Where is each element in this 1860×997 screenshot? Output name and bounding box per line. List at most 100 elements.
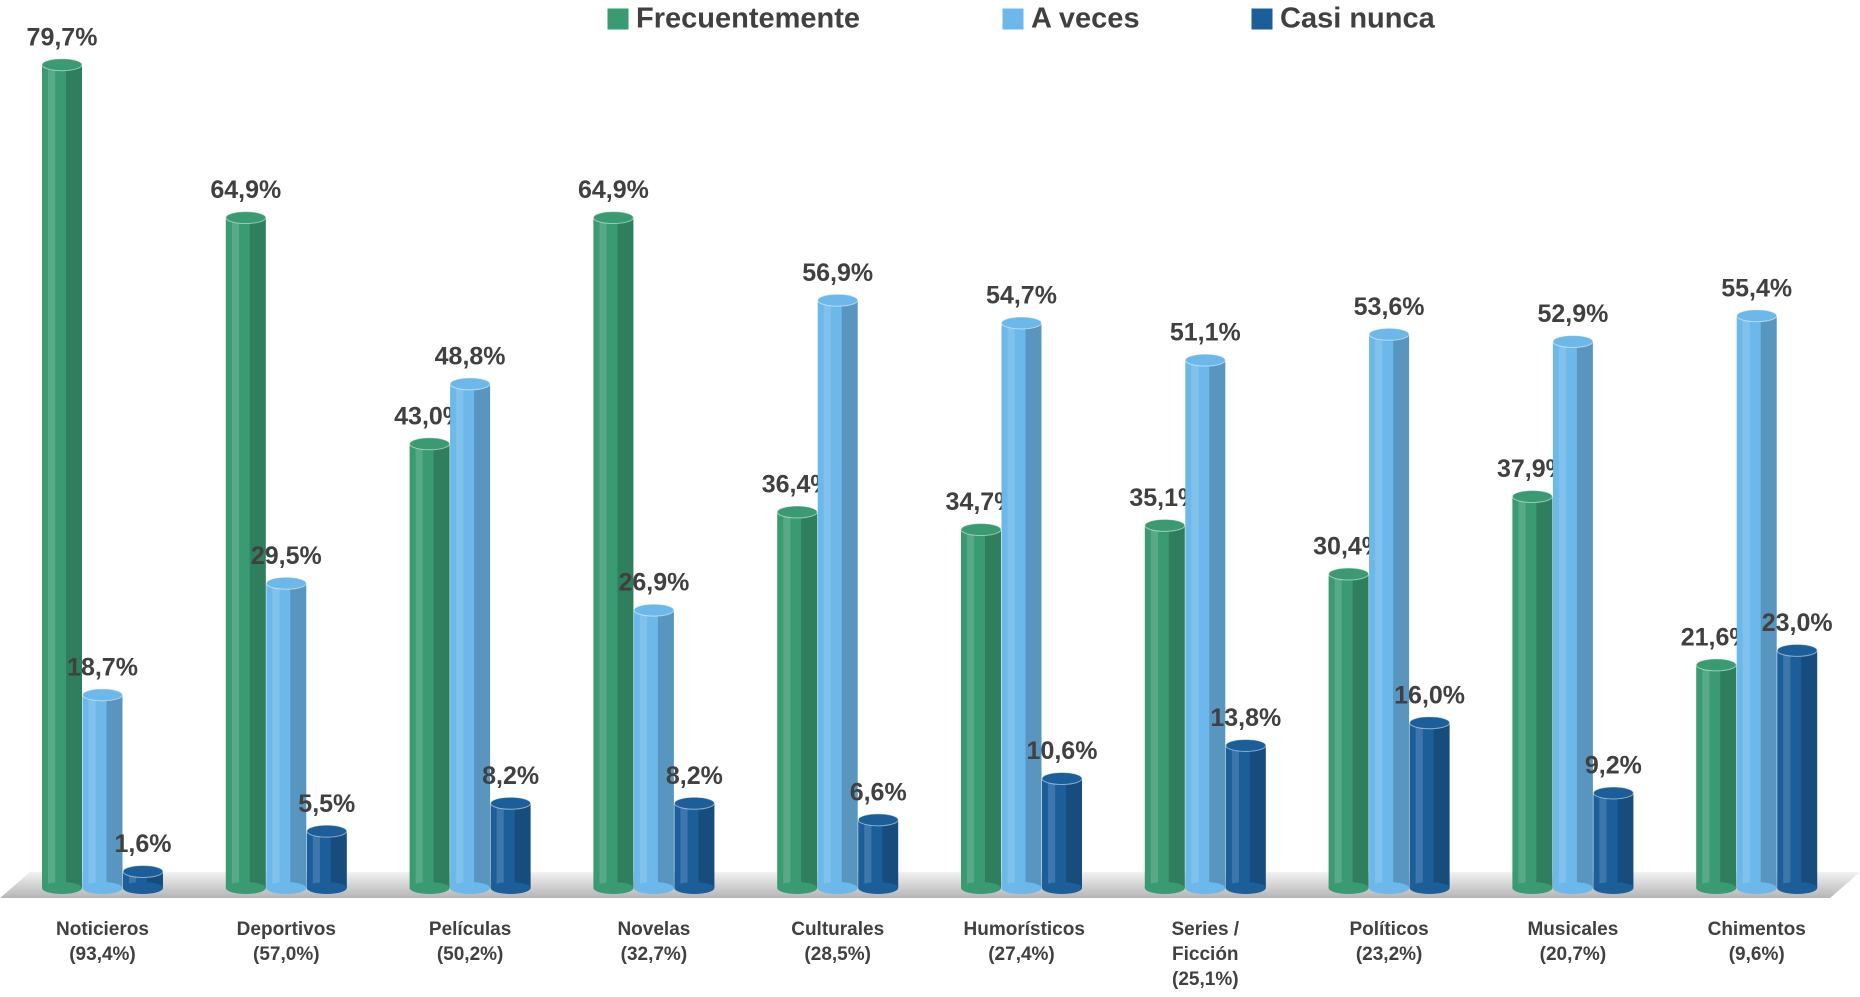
bar-shine [1150, 525, 1158, 888]
bar-bottom [225, 882, 266, 894]
bar-top [1328, 567, 1370, 581]
bar-shade [841, 300, 858, 888]
bar-shine [1231, 745, 1239, 888]
bar-bottom [858, 882, 899, 894]
legend-label: Casi nunca [1280, 3, 1436, 35]
data-label: 53,6% [1354, 293, 1425, 321]
x-tick-label: Chimentos (9,6%) [1707, 919, 1806, 965]
data-label: 26,9% [618, 569, 689, 597]
x-tick-label: Políticos (23,2%) [1349, 919, 1429, 965]
data-label: 10,6% [1027, 737, 1098, 765]
bar-shine [783, 511, 791, 888]
data-label: 13,8% [1210, 704, 1281, 732]
bar-bottom [409, 882, 450, 894]
bar-shine [1007, 322, 1015, 889]
bar [1225, 745, 1266, 888]
data-label: 23,0% [1762, 609, 1833, 637]
bar-shine [231, 217, 239, 888]
bar-top [306, 824, 348, 838]
bar [1409, 722, 1450, 888]
bar-shine [456, 383, 464, 888]
data-label: 8,2% [666, 762, 723, 790]
bar-bottom [82, 882, 123, 894]
x-tick-label: Culturales (28,5%) [791, 919, 885, 965]
bar-shade [617, 217, 634, 888]
bar-shade [882, 819, 899, 888]
bar-top [1695, 658, 1737, 672]
bar-bottom [1512, 882, 1553, 894]
bar-shine [1558, 341, 1567, 889]
bar-shine [1415, 722, 1423, 888]
bar [777, 511, 818, 888]
data-label: 56,9% [802, 259, 873, 287]
bar [42, 64, 82, 889]
x-tick-label: Humorísticos (27,4%) [963, 919, 1085, 965]
bar [1696, 664, 1737, 888]
bar-bottom [1593, 882, 1634, 894]
bar-shine [312, 831, 320, 888]
bar-bottom [42, 882, 82, 894]
bar-top [1736, 309, 1778, 323]
bar-top [449, 377, 491, 391]
bar-top [1041, 772, 1083, 786]
bar-bottom [1144, 882, 1185, 894]
bar [961, 529, 1001, 888]
data-label: 5,5% [298, 790, 355, 818]
bar-shade [801, 511, 818, 888]
bar-shine [1191, 360, 1199, 889]
bar-top [1776, 643, 1818, 657]
bar [82, 694, 123, 888]
bar-shine [88, 694, 96, 888]
bar [266, 583, 307, 888]
bar-top [673, 796, 715, 810]
bar-shade [433, 443, 450, 888]
bar-bottom [490, 882, 531, 894]
bar-top [1144, 518, 1186, 532]
bar-bottom [1777, 882, 1818, 894]
bar-bottom [1736, 882, 1777, 894]
bar-top [776, 505, 818, 519]
bar-shade [1168, 525, 1185, 888]
data-label: 54,7% [986, 282, 1057, 310]
bar-shade [1617, 792, 1634, 888]
bar-shine [1048, 778, 1056, 888]
bar-bottom [1225, 882, 1266, 894]
bar-shade [1393, 334, 1410, 888]
bar-top [1001, 316, 1042, 330]
bar-shine [272, 583, 280, 888]
bar-top [82, 688, 123, 702]
bar [593, 217, 634, 888]
bar-top [122, 864, 164, 878]
bar [1593, 792, 1634, 888]
bar-top [409, 437, 451, 451]
bar-top [1225, 738, 1267, 752]
bar-bottom [817, 882, 858, 894]
bar [1144, 525, 1185, 888]
data-label: 29,5% [251, 542, 322, 570]
data-label: 16,0% [1394, 681, 1465, 709]
bar-top [817, 293, 859, 307]
bar [1042, 778, 1082, 888]
bar-shine [415, 443, 423, 888]
bar-top [1511, 489, 1553, 503]
bar [306, 831, 347, 888]
bar [409, 443, 450, 888]
bar-bottom [633, 882, 674, 894]
bar [225, 217, 266, 888]
bar-shine [1783, 650, 1791, 888]
bar-shine [129, 871, 137, 888]
data-label: 48,8% [435, 343, 506, 371]
bar-shine [1599, 792, 1607, 888]
x-tick-label: Series / Ficción (25,1%) [1171, 919, 1240, 990]
data-label: 18,7% [67, 653, 138, 681]
bar-bottom [1369, 882, 1410, 894]
bar-shine [1702, 664, 1710, 888]
data-label: 1,6% [115, 830, 172, 858]
bar-bottom [1001, 882, 1042, 894]
bar-shine [823, 300, 831, 888]
data-label: 9,2% [1585, 752, 1642, 780]
bar [1777, 650, 1818, 888]
data-label: 64,9% [210, 176, 281, 204]
bar-bottom [450, 882, 491, 894]
bar-shine [680, 803, 688, 888]
